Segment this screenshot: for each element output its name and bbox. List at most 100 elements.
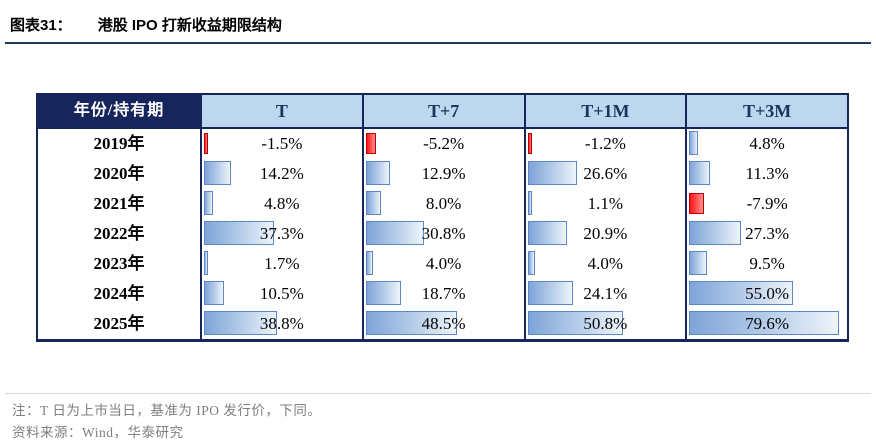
value-label: 1.7% xyxy=(264,254,300,273)
positive-data-bar xyxy=(365,281,401,305)
value-cell: 55.0% xyxy=(685,279,847,309)
value-label: 37.3% xyxy=(259,224,304,243)
value-cell: 4.0% xyxy=(523,249,686,279)
value-cell: 50.8% xyxy=(523,309,686,339)
positive-data-bar xyxy=(527,251,536,275)
value-label: 24.1% xyxy=(583,284,628,303)
positive-data-bar xyxy=(527,221,567,245)
value-cell: -5.2% xyxy=(361,129,524,159)
year-cell: 2019年 xyxy=(93,134,145,153)
negative-data-bar xyxy=(365,133,376,154)
column-header: T+1M xyxy=(523,95,686,129)
value-cell: 37.3% xyxy=(200,219,362,249)
value-label: 48.5% xyxy=(421,314,466,333)
value-label: 4.0% xyxy=(587,254,624,273)
value-cell: -1.2% xyxy=(523,129,686,159)
value-cell: 1.1% xyxy=(523,189,686,219)
value-label: -1.5% xyxy=(261,134,303,153)
value-cell: 26.6% xyxy=(523,159,686,189)
value-label: 4.8% xyxy=(749,134,785,153)
negative-data-bar xyxy=(689,193,705,214)
positive-data-bar xyxy=(204,161,231,185)
positive-data-bar xyxy=(204,251,208,275)
footer-divider xyxy=(5,393,871,394)
figure-note: 注：T 日为上市当日，基准为 IPO 发行价，下同。 xyxy=(12,403,322,418)
value-cell: 4.0% xyxy=(361,249,524,279)
positive-data-bar xyxy=(365,311,457,335)
positive-data-bar xyxy=(204,311,277,335)
value-cell: 38.8% xyxy=(200,309,362,339)
value-cell: 14.2% xyxy=(200,159,362,189)
positive-data-bar xyxy=(204,191,214,215)
value-label: 27.3% xyxy=(745,224,790,243)
positive-data-bar xyxy=(365,221,424,245)
positive-data-bar xyxy=(204,221,275,245)
positive-data-bar xyxy=(204,281,224,305)
figure-number-label: 图表31： xyxy=(10,17,72,34)
value-label: 18.7% xyxy=(421,284,466,303)
value-label: -7.9% xyxy=(746,194,788,213)
corner-header: 年份/持有期 xyxy=(38,95,200,129)
value-label: -5.2% xyxy=(423,134,465,153)
title-divider xyxy=(5,42,871,44)
value-label: 1.1% xyxy=(587,194,624,213)
figure-name: 港股 IPO 打新收益期限结构 xyxy=(97,17,282,34)
value-cell: -1.5% xyxy=(200,129,362,159)
value-cell: 30.8% xyxy=(361,219,524,249)
value-cell: -7.9% xyxy=(685,189,847,219)
value-label: 14.2% xyxy=(259,164,304,183)
positive-data-bar xyxy=(689,251,708,275)
value-label: 9.5% xyxy=(749,254,785,273)
value-label: 4.8% xyxy=(264,194,300,213)
value-cell: 20.9% xyxy=(523,219,686,249)
value-label: 12.9% xyxy=(421,164,466,183)
value-cell: 18.7% xyxy=(361,279,524,309)
year-cell: 2025年 xyxy=(93,314,145,333)
positive-data-bar xyxy=(365,191,381,215)
value-cell: 8.0% xyxy=(361,189,524,219)
positive-data-bar xyxy=(689,131,699,155)
value-label: -1.2% xyxy=(584,134,626,153)
value-cell: 10.5% xyxy=(200,279,362,309)
positive-data-bar xyxy=(527,161,578,185)
value-cell: 11.3% xyxy=(685,159,847,189)
value-cell: 12.9% xyxy=(361,159,524,189)
figure-title: 图表31： 港股 IPO 打新收益期限结构 xyxy=(10,14,282,35)
negative-data-bar xyxy=(204,133,208,154)
positive-data-bar xyxy=(689,221,741,245)
year-cell: 2024年 xyxy=(93,284,145,303)
value-cell: 9.5% xyxy=(685,249,847,279)
value-cell: 48.5% xyxy=(361,309,524,339)
value-label: 26.6% xyxy=(583,164,628,183)
value-cell: 1.7% xyxy=(200,249,362,279)
value-label: 79.6% xyxy=(745,314,790,333)
value-label: 11.3% xyxy=(745,164,789,183)
value-cell: 4.8% xyxy=(685,129,847,159)
column-header: T+7 xyxy=(361,95,524,129)
value-label: 10.5% xyxy=(259,284,304,303)
value-label: 55.0% xyxy=(745,284,790,303)
positive-data-bar xyxy=(527,191,532,215)
value-cell: 24.1% xyxy=(523,279,686,309)
positive-data-bar xyxy=(527,311,623,335)
value-cell: 27.3% xyxy=(685,219,847,249)
positive-data-bar xyxy=(365,161,390,185)
positive-data-bar xyxy=(689,161,711,185)
positive-data-bar xyxy=(689,311,839,335)
value-label: 8.0% xyxy=(425,194,462,213)
value-cell: 4.8% xyxy=(200,189,362,219)
column-header: T+3M xyxy=(685,95,847,129)
value-label: 4.0% xyxy=(425,254,462,273)
year-cell: 2023年 xyxy=(93,254,145,273)
positive-data-bar xyxy=(365,251,374,275)
value-label: 50.8% xyxy=(583,314,628,333)
negative-data-bar xyxy=(527,133,532,154)
year-cell: 2021年 xyxy=(93,194,145,213)
positive-data-bar xyxy=(689,281,793,305)
ipo-returns-table: 年份/持有期 T T+7 T+1M T+3M 2019年 -1.5% -5.2% -1.2% 4.… xyxy=(36,93,849,342)
figure-source: 资料来源：Wind，华泰研究 xyxy=(12,425,184,440)
column-header: T xyxy=(200,95,362,129)
positive-data-bar xyxy=(527,281,573,305)
year-cell: 2020年 xyxy=(93,164,145,183)
